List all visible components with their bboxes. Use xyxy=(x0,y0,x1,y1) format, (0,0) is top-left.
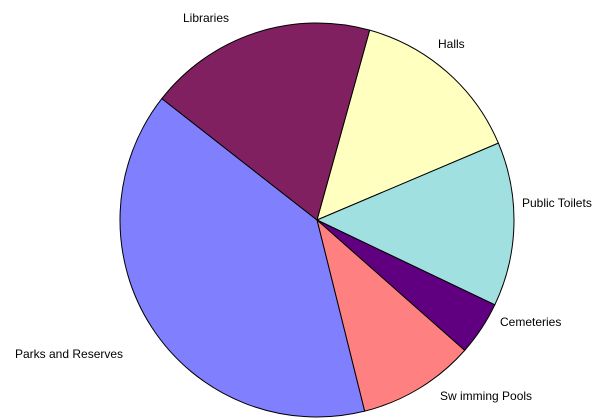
pie-label-libraries: Libraries xyxy=(183,11,229,25)
pie-label-parks-and-reserves: Parks and Reserves xyxy=(15,347,123,361)
pie-label-sw-imming-pools: Sw imming Pools xyxy=(440,389,532,403)
pie-slice-parks-and-reserves xyxy=(119,97,366,418)
pie-labels: Halls Public Toilets Cemeteries Sw imming P… xyxy=(15,11,592,403)
pie-slice-halls xyxy=(316,29,500,221)
pie-slice-sw-imming-pools xyxy=(316,218,466,412)
pie-slice-libraries xyxy=(161,22,371,221)
pie-label-public-toilets: Public Toilets xyxy=(522,196,592,210)
pie-label-cemeteries: Cemeteries xyxy=(500,315,561,329)
pie-slices xyxy=(119,22,515,418)
pie-slice-public-toilets xyxy=(315,142,515,306)
pie-label-halls: Halls xyxy=(438,37,465,51)
